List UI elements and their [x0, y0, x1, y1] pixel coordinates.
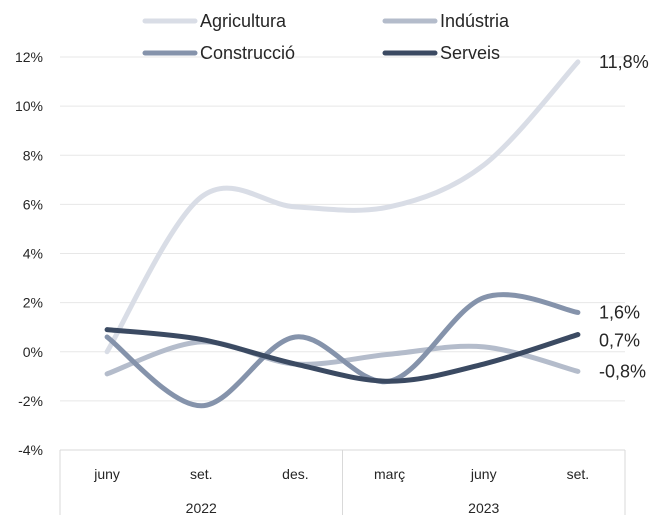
x-tick-label: març: [374, 466, 405, 482]
legend-label: Indústria: [440, 11, 510, 31]
x-group-label: 2022: [186, 500, 217, 515]
y-tick-label: -4%: [18, 442, 43, 458]
x-tick-label: des.: [282, 466, 308, 482]
legend: Agricultura Indústria Construcció Serveis: [142, 11, 510, 63]
x-group-label: 2023: [468, 500, 499, 515]
series-end-label: 11,8%: [599, 52, 649, 72]
y-axis-ticks: -4% -2% 0% 2% 4% 6% 8% 10% 12%: [15, 49, 43, 458]
series-end-label: 0,7%: [599, 330, 640, 350]
x-tick-label: set.: [190, 466, 213, 482]
x-tick-label: set.: [567, 466, 590, 482]
y-tick-label: 2%: [23, 295, 43, 311]
x-tick-label: juny: [93, 466, 120, 482]
y-tick-label: -2%: [18, 393, 43, 409]
y-tick-label: 8%: [23, 147, 43, 163]
series-lines: [104, 59, 581, 409]
y-tick-label: 0%: [23, 344, 43, 360]
series-end-label: -0,8%: [599, 361, 646, 381]
series-line-agricultura: [104, 59, 581, 355]
y-tick-label: 4%: [23, 246, 43, 262]
legend-label: Agricultura: [200, 11, 287, 31]
y-tick-label: 10%: [15, 98, 43, 114]
x-tick-label: juny: [470, 466, 497, 482]
x-axis: juny set. des. març juny set. 2022 2023: [59, 449, 626, 515]
legend-label: Construcció: [200, 43, 295, 63]
series-line-construccio: [104, 292, 581, 409]
series-line-serveis: [104, 327, 581, 384]
series-line-industria: [104, 339, 581, 377]
y-tick-label: 12%: [15, 49, 43, 65]
y-tick-label: 6%: [23, 196, 43, 212]
end-labels: 11,8% 1,6% 0,7% -0,8%: [599, 52, 649, 381]
legend-label: Serveis: [440, 43, 500, 63]
series-end-label: 1,6%: [599, 302, 640, 322]
